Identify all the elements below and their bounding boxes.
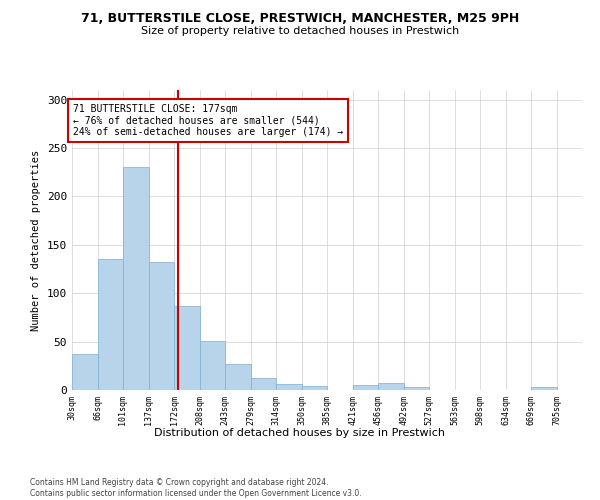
Bar: [225, 364, 251, 390]
Text: Contains HM Land Registry data © Crown copyright and database right 2024.
Contai: Contains HM Land Registry data © Crown c…: [30, 478, 362, 498]
Text: 71 BUTTERSTILE CLOSE: 177sqm
← 76% of detached houses are smaller (544)
24% of s: 71 BUTTERSTILE CLOSE: 177sqm ← 76% of de…: [73, 104, 343, 136]
Bar: [123, 168, 149, 390]
Text: Size of property relative to detached houses in Prestwich: Size of property relative to detached ho…: [141, 26, 459, 36]
Bar: [531, 387, 557, 390]
Bar: [174, 306, 200, 390]
Bar: [149, 262, 174, 390]
Bar: [98, 260, 123, 390]
Bar: [302, 386, 327, 390]
Text: 71, BUTTERSTILE CLOSE, PRESTWICH, MANCHESTER, M25 9PH: 71, BUTTERSTILE CLOSE, PRESTWICH, MANCHE…: [81, 12, 519, 26]
Text: Distribution of detached houses by size in Prestwich: Distribution of detached houses by size …: [155, 428, 445, 438]
Bar: [404, 387, 429, 390]
Y-axis label: Number of detached properties: Number of detached properties: [31, 150, 41, 330]
Bar: [353, 385, 378, 390]
Bar: [251, 378, 276, 390]
Bar: [276, 384, 302, 390]
Bar: [200, 340, 225, 390]
Bar: [378, 383, 404, 390]
Bar: [72, 354, 98, 390]
